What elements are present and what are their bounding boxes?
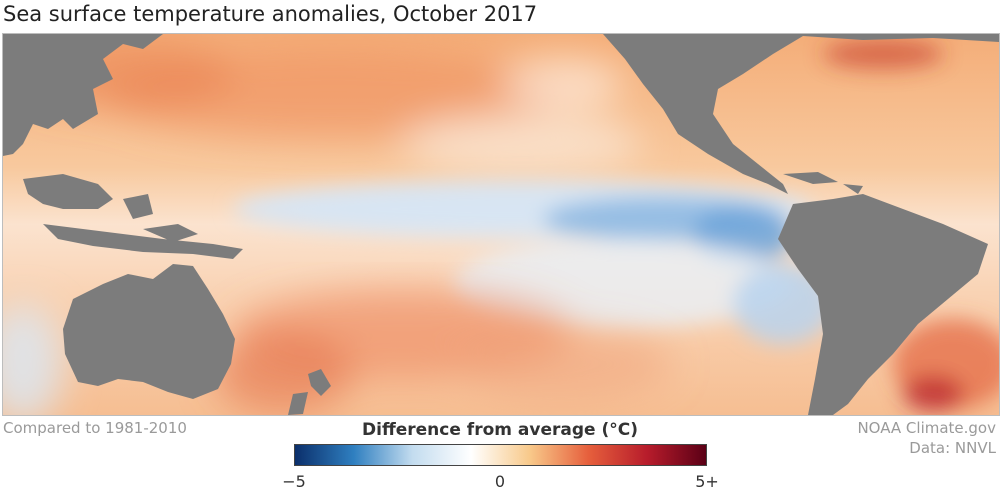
asia: [3, 34, 163, 156]
south-america: [778, 194, 988, 415]
credit-source: NOAA Climate.gov: [857, 419, 996, 437]
legend-title: Difference from average (°C): [362, 420, 638, 440]
north-america: [603, 34, 999, 194]
legend-mid-label: 0: [494, 472, 506, 491]
south-pacific-warm: [3, 289, 673, 415]
legend-color-bar: [294, 444, 707, 466]
credit-data: Data: NNVL: [909, 439, 996, 457]
equatorial-cold-tongue: [233, 181, 833, 344]
sst-anomaly-map: [2, 33, 1000, 416]
new-zealand: [288, 369, 331, 415]
australia: [63, 264, 235, 399]
legend-min-label: −5: [282, 472, 306, 491]
map-canvas: [3, 34, 999, 415]
baseline-note: Compared to 1981-2010: [3, 419, 187, 437]
map-title: Sea surface temperature anomalies, Octob…: [3, 2, 538, 26]
land: [3, 34, 999, 415]
indonesia: [23, 174, 243, 259]
legend-max-label: 5+: [695, 472, 719, 491]
south-atlantic-warm: [823, 39, 999, 412]
caribbean: [783, 172, 863, 194]
